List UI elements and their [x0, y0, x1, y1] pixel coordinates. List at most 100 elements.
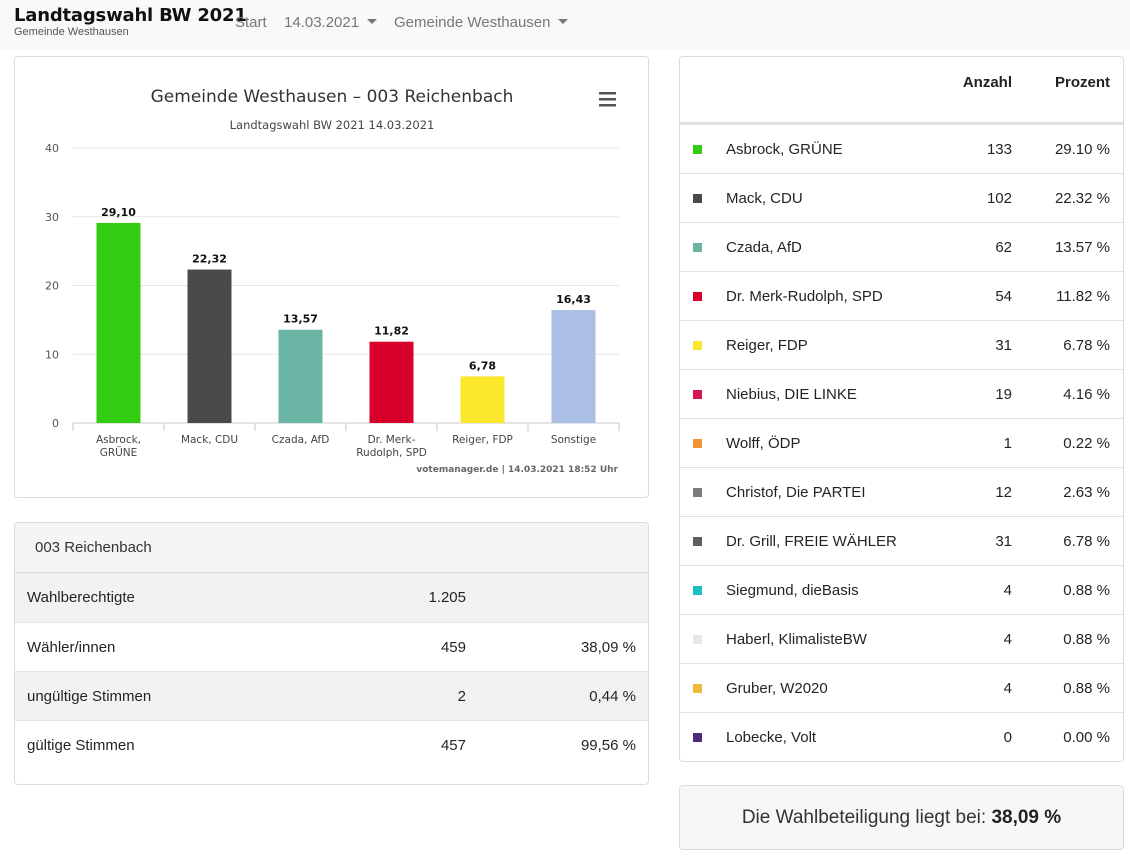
vote-count: 62 [995, 239, 1012, 256]
party-color-swatch [693, 684, 702, 693]
stats-row: gültige Stimmen 457 99,56 % [15, 720, 648, 769]
stats-label: ungültige Stimmen [27, 688, 152, 705]
nav-date-dropdown[interactable]: 14.03.2021 [284, 14, 378, 32]
vote-count: 102 [986, 190, 1012, 207]
turnout-label: Die Wahlbeteiligung liegt bei: [741, 807, 987, 828]
vote-count: 31 [995, 337, 1012, 354]
bar-data-label: 13,57 [283, 313, 318, 326]
candidate-name: Niebius, DIE LINKE [726, 386, 857, 403]
chart-credit[interactable]: votemanager.de | 14.03.2021 18:52 Uhr [416, 465, 618, 475]
result-row: Haberl, KlimalisteBW 4 0.88 % [680, 614, 1123, 663]
x-tick-label: Reiger, FDP [452, 434, 513, 446]
vote-percent: 6.78 % [1063, 533, 1110, 550]
bar-data-label: 22,32 [192, 253, 227, 266]
result-row: Niebius, DIE LINKE 19 4.16 % [680, 369, 1123, 418]
nav-start-label: Start [235, 14, 267, 31]
candidate-name: Asbrock, GRÜNE [726, 141, 843, 158]
result-row: Lobecke, Volt 0 0.00 % [680, 712, 1123, 761]
party-color-swatch [693, 292, 702, 301]
candidate-name: Lobecke, Volt [726, 729, 817, 746]
nav-date-label: 14.03.2021 [284, 14, 360, 31]
party-color-swatch [693, 537, 702, 546]
result-row: Christof, Die PARTEI 12 2.63 % [680, 467, 1123, 516]
nav-start-link[interactable]: Start [235, 14, 267, 32]
turnout-card: Die Wahlbeteiligung liegt bei: 38,09 % [679, 785, 1124, 850]
chart-grid [73, 147, 619, 424]
party-color-swatch [693, 243, 702, 252]
candidate-name: Dr. Grill, FREIE WÄHLER [726, 533, 897, 550]
turnout-value: 38,09 % [991, 807, 1062, 828]
result-row: Reiger, FDP 31 6.78 % [680, 320, 1123, 369]
bar-chart: Gemeinde Westhausen – 003 Reichenbach La… [45, 87, 620, 475]
candidate-name: Czada, AfD [726, 239, 802, 256]
results-card: Anzahl Prozent Asbrock, GRÜNE 133 29.10 % M… [679, 56, 1124, 762]
brand[interactable]: Landtagswahl BW 2021 Gemeinde Westhausen [14, 6, 247, 39]
party-color-swatch [693, 145, 702, 154]
vote-percent: 29.10 % [1054, 141, 1110, 158]
candidate-name: Reiger, FDP [726, 337, 808, 354]
vote-percent: 4.16 % [1063, 386, 1110, 403]
party-color-swatch [693, 635, 702, 644]
party-color-swatch [693, 733, 702, 742]
chart-card: Gemeinde Westhausen – 003 Reichenbach La… [14, 56, 649, 498]
nav-municipality-dropdown[interactable]: Gemeinde Westhausen [394, 14, 569, 32]
stats-percent: 0,44 % [589, 688, 636, 705]
vote-percent: 0.88 % [1063, 631, 1110, 648]
district-stats-card: 003 Reichenbach Wahlberechtigte 1.205 Wähl… [14, 522, 649, 785]
candidate-name: Haberl, KlimalisteBW [726, 631, 867, 648]
vote-count: 12 [995, 484, 1012, 501]
vote-count: 133 [986, 141, 1012, 158]
result-row: Mack, CDU 102 22.32 % [680, 173, 1123, 222]
hamburger-menu-icon[interactable] [595, 87, 619, 111]
x-tick-label: Sonstige [551, 434, 596, 446]
bar[interactable] [187, 269, 232, 423]
x-tick-label: Czada, AfD [272, 434, 330, 446]
vote-percent: 0.88 % [1063, 680, 1110, 697]
vote-percent: 13.57 % [1054, 239, 1110, 256]
candidate-name: Gruber, W2020 [726, 680, 828, 697]
navbar: Landtagswahl BW 2021 Gemeinde Westhausen… [0, 0, 1130, 50]
y-tick-label: 0 [52, 417, 59, 430]
stats-row: Wähler/innen 459 38,09 % [15, 622, 648, 671]
stats-count: 1.205 [428, 589, 466, 606]
candidate-name: Mack, CDU [726, 190, 803, 207]
vote-percent: 6.78 % [1063, 337, 1110, 354]
turnout-text: Die Wahlbeteiligung liegt bei: 38,09 % [680, 786, 1123, 849]
bar[interactable] [551, 310, 596, 423]
party-color-swatch [693, 194, 702, 203]
vote-percent: 2.63 % [1063, 484, 1110, 501]
chart-subtitle: Landtagswahl BW 2021 14.03.2021 [230, 118, 435, 132]
vote-count: 4 [1003, 582, 1012, 599]
bar-data-label: 11,82 [374, 325, 409, 338]
x-tick-label: Dr. Merk-Rudolph, SPD [356, 434, 427, 459]
vote-count: 4 [1003, 680, 1012, 697]
stats-label: gültige Stimmen [27, 737, 135, 754]
result-row: Asbrock, GRÜNE 133 29.10 % [680, 124, 1123, 173]
y-tick-label: 10 [45, 348, 59, 361]
results-table-header: Anzahl Prozent [680, 57, 1123, 124]
bar[interactable] [369, 341, 414, 423]
chart-title: Gemeinde Westhausen – 003 Reichenbach [151, 87, 514, 107]
bar[interactable] [96, 222, 141, 423]
bar[interactable] [278, 329, 323, 423]
vote-count: 54 [995, 288, 1012, 305]
candidate-name: Siegmund, dieBasis [726, 582, 859, 599]
col-header-count[interactable]: Anzahl [962, 74, 1012, 91]
x-tick-label: Mack, CDU [181, 434, 238, 446]
vote-percent: 0.88 % [1063, 582, 1110, 599]
result-row: Dr. Merk-Rudolph, SPD 54 11.82 % [680, 271, 1123, 320]
x-tick-label: Asbrock, GRÜNE [96, 434, 141, 459]
vote-percent: 22.32 % [1054, 190, 1110, 207]
district-stats-table: Wahlberechtigte 1.205 Wähler/innen 459 38,09… [15, 573, 648, 769]
party-color-swatch [693, 488, 702, 497]
bar[interactable] [460, 376, 505, 423]
stats-percent: 38,09 % [580, 639, 636, 656]
brand-title[interactable]: Landtagswahl BW 2021 [14, 5, 247, 26]
col-header-percent[interactable]: Prozent [1054, 74, 1110, 91]
stats-count: 457 [440, 737, 466, 754]
bars [96, 222, 596, 423]
chevron-down-icon [558, 19, 569, 24]
candidate-name: Dr. Merk-Rudolph, SPD [726, 288, 883, 305]
vote-percent: 11.82 % [1056, 288, 1110, 305]
result-row: Dr. Grill, FREIE WÄHLER 31 6.78 % [680, 516, 1123, 565]
